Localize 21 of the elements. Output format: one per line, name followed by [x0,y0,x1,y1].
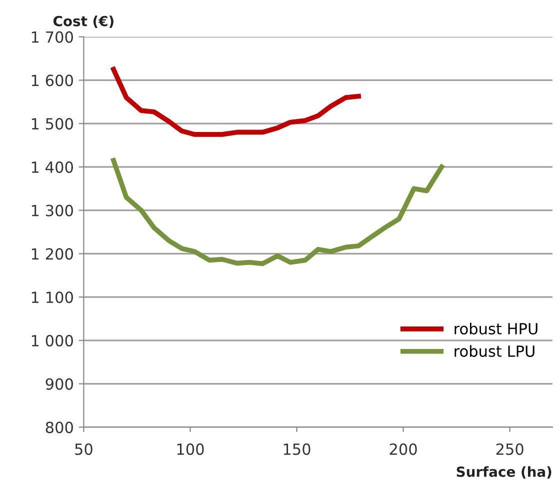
line-series [111,158,444,266]
y-tick-label: 1 300 [32,204,73,216]
x-tick-label: 150 [284,443,310,455]
y-axis-title: Cost (€) [53,16,114,28]
x-tick-label: 100 [177,443,204,455]
y-tick-label: 1 000 [32,334,73,346]
y-tick-label: 1 400 [32,161,73,173]
x-axis-title: Surface (ha) [456,466,552,479]
y-tick-label: 1 100 [32,292,73,304]
legend-label: robust LPU [454,345,534,357]
y-tick-label: 800 [46,422,73,434]
y-tick-label: 1 200 [32,248,73,260]
x-tick-label: 50 [75,443,92,455]
x-tick-label: 250 [496,443,524,455]
line-series [111,66,361,137]
y-tick-label: 1 700 [32,31,73,43]
y-tick-label: 900 [46,378,73,390]
y-tick-label: 1 600 [32,74,73,86]
legend-label: robust HPU [454,322,538,335]
y-tick-label: 1 500 [32,118,73,130]
x-tick-label: 200 [390,443,417,455]
